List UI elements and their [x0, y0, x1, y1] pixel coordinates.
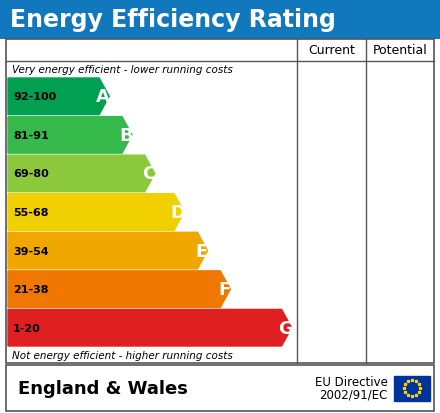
Polygon shape: [8, 117, 132, 154]
Text: EU Directive: EU Directive: [315, 375, 388, 388]
Text: G: G: [278, 319, 293, 337]
Bar: [0, 0, 440, 40]
Polygon shape: [8, 79, 109, 115]
Text: Not energy efficient - higher running costs: Not energy efficient - higher running co…: [12, 350, 233, 360]
Text: 55-68: 55-68: [13, 207, 48, 218]
Text: F: F: [218, 280, 231, 299]
Bar: [6, 40, 434, 363]
Text: 39-54: 39-54: [13, 246, 49, 256]
Polygon shape: [8, 156, 155, 192]
Text: Current: Current: [308, 44, 355, 57]
Text: 1-20: 1-20: [13, 323, 41, 333]
Text: 69-80: 69-80: [13, 169, 49, 179]
Text: D: D: [171, 204, 186, 221]
Text: 81-91: 81-91: [13, 131, 49, 140]
Text: C: C: [142, 165, 155, 183]
Polygon shape: [8, 310, 292, 346]
Text: Potential: Potential: [372, 44, 427, 57]
Text: B: B: [119, 126, 133, 145]
Text: Very energy efficient - lower running costs: Very energy efficient - lower running co…: [12, 65, 233, 75]
Text: 21-38: 21-38: [13, 285, 48, 294]
Polygon shape: [8, 271, 230, 308]
Text: 2002/91/EC: 2002/91/EC: [319, 388, 388, 401]
Bar: [6, 365, 434, 411]
Text: England & Wales: England & Wales: [18, 379, 188, 397]
Bar: [0, 363, 440, 413]
Text: A: A: [96, 88, 110, 106]
Polygon shape: [8, 194, 184, 231]
Bar: [394, 375, 430, 401]
Text: E: E: [195, 242, 208, 260]
Text: Energy Efficiency Rating: Energy Efficiency Rating: [10, 8, 336, 32]
Text: 92-100: 92-100: [13, 92, 56, 102]
Polygon shape: [8, 233, 208, 269]
